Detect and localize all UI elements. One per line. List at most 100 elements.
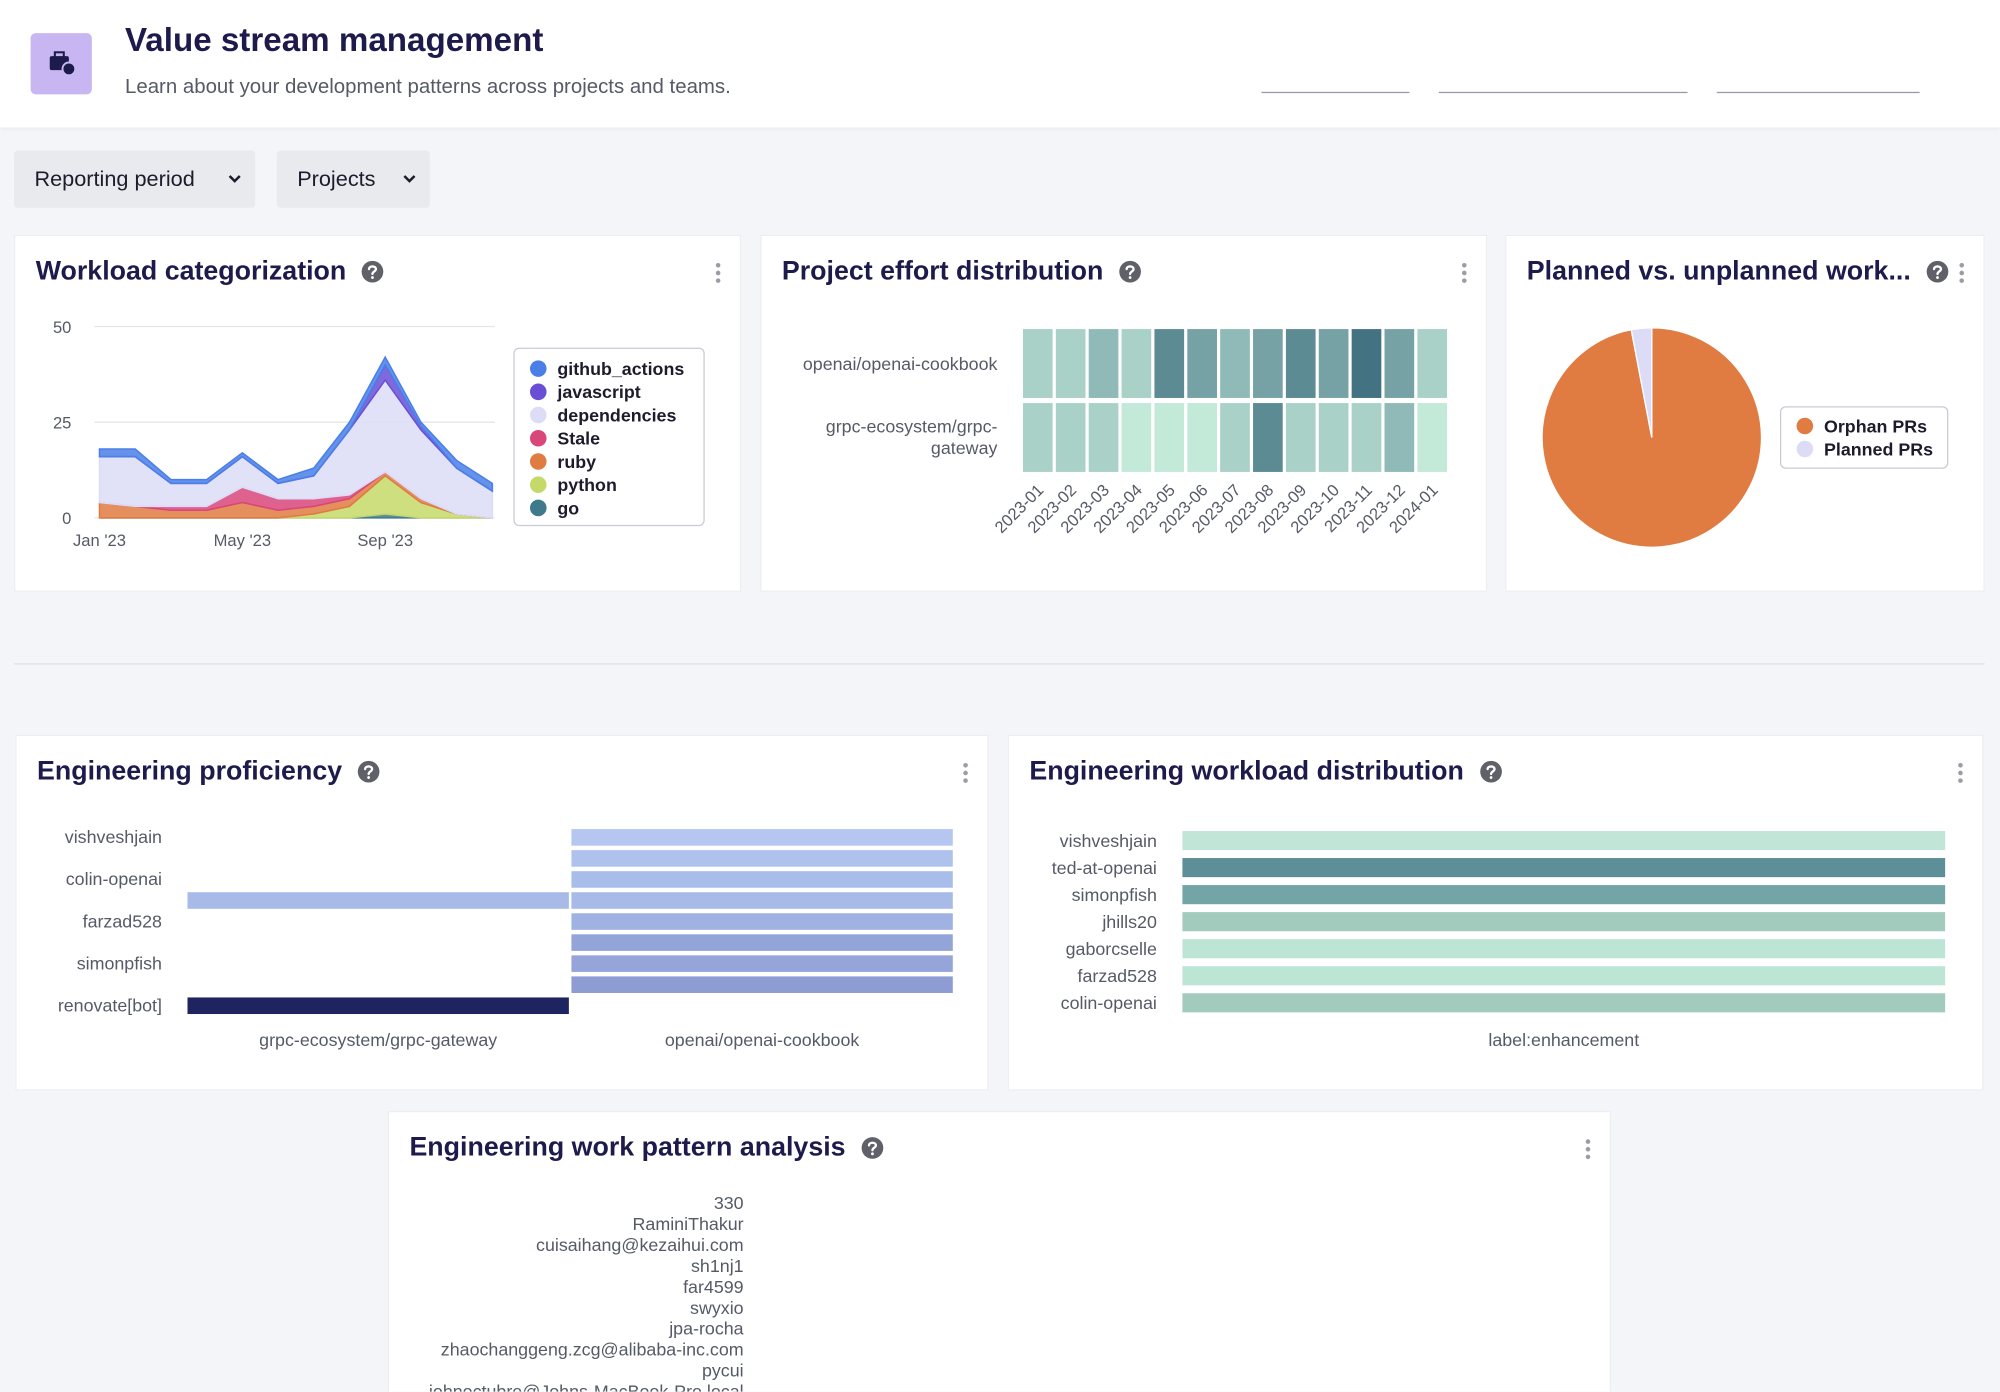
x-axis-label: label:enhancement xyxy=(1488,1030,1639,1050)
help-icon[interactable] xyxy=(861,1136,884,1159)
legend-swatch xyxy=(529,453,547,470)
bar xyxy=(571,850,953,867)
heat-cell xyxy=(1088,403,1119,472)
area xyxy=(98,355,494,493)
help-icon[interactable] xyxy=(1479,760,1502,783)
panel-header: Engineering workload distribution xyxy=(1029,756,1502,787)
bar xyxy=(1182,966,1946,986)
help-icon[interactable] xyxy=(357,760,380,783)
kebab-menu[interactable] xyxy=(960,761,970,784)
y-tick-label: 50 xyxy=(53,318,71,337)
legend-label: go xyxy=(557,498,579,518)
kebab-dot xyxy=(1461,270,1467,276)
kebab-menu[interactable] xyxy=(1955,761,1965,784)
heat-cell xyxy=(1253,403,1283,472)
bar xyxy=(571,913,953,930)
help-glyph xyxy=(364,765,374,776)
kebab-dot xyxy=(1585,1139,1591,1144)
filter-dropdown[interactable]: Reporting period xyxy=(14,150,256,208)
list-label: pycui xyxy=(702,1361,744,1381)
help-dot xyxy=(371,276,375,279)
panel: 2023-01 2023-02 2023-03 2023-04 2023-05 2023-… xyxy=(760,234,1488,592)
panel-title: Engineering proficiency xyxy=(36,756,343,786)
filter-dropdown[interactable]: Projects xyxy=(276,150,430,208)
heat-cell xyxy=(1055,329,1086,398)
heat-cell xyxy=(1187,329,1217,398)
kebab-dot xyxy=(715,278,721,283)
y-tick-label: colin-openai xyxy=(66,869,162,889)
legend-box xyxy=(1779,406,1949,469)
y-tick-label: farzad528 xyxy=(1078,966,1157,986)
heat-cell xyxy=(1384,403,1415,472)
legend-label: python xyxy=(557,475,616,495)
heat-cell xyxy=(1220,403,1250,472)
heat-cell xyxy=(1121,403,1152,472)
legend-box xyxy=(513,347,705,527)
help-glyph xyxy=(1932,265,1943,276)
tab-underline[interactable] xyxy=(1438,91,1688,94)
y-tick-label: 25 xyxy=(53,414,71,433)
chart: 0 25 50 Jan '23 May '23 Sep '23 github_actions… xyxy=(53,318,705,550)
kebab-dot xyxy=(1461,263,1467,268)
list-label: 330 xyxy=(714,1193,744,1213)
panel-header: Planned vs. unplanned work... xyxy=(1527,256,1949,287)
y-tick-label: renovate[bot] xyxy=(58,995,162,1015)
legend-label: Stale xyxy=(557,429,600,449)
y-tick-label: colin-openai xyxy=(1061,993,1157,1013)
bar xyxy=(571,892,953,909)
kebab-menu[interactable] xyxy=(713,261,723,284)
legend-swatch xyxy=(529,383,547,401)
chart: 330RaminiThakurcuisaihang@kezaihui.comsh… xyxy=(428,1193,744,1391)
list-label: zhaochanggeng.zcg@alibaba-inc.com xyxy=(441,1340,744,1360)
tab-underline[interactable] xyxy=(1261,91,1410,94)
legend-label: ruby xyxy=(557,452,596,472)
bar xyxy=(571,871,953,888)
bar xyxy=(1182,939,1946,959)
heat-cell xyxy=(1351,403,1382,472)
heat-cell xyxy=(1220,329,1250,398)
kebab-dot xyxy=(1958,763,1963,768)
help-dot xyxy=(1936,276,1939,279)
row-label: grpc-ecosystem/grpc-gateway xyxy=(825,415,998,458)
kebab-menu[interactable] xyxy=(1459,261,1469,284)
heat-cell xyxy=(1088,329,1119,398)
legend-swatch xyxy=(529,429,547,447)
panel-title: Engineering work pattern analysis xyxy=(409,1132,846,1162)
heat-cell xyxy=(1154,403,1185,472)
tab-underline[interactable] xyxy=(1716,91,1920,94)
bar xyxy=(571,934,953,951)
x-tick-label: May '23 xyxy=(214,531,272,550)
panel: vishveshjain colin-openai farzad528 simonpf… xyxy=(15,734,989,1091)
legend-swatch xyxy=(529,360,547,377)
kebab-dot xyxy=(1585,1154,1591,1160)
help-glyph xyxy=(1125,265,1135,276)
filter-label: Projects xyxy=(297,166,376,191)
y-tick-label: ted-at-openai xyxy=(1052,858,1157,878)
heat-cell xyxy=(1187,403,1217,472)
row-label: openai/openai-cookbook xyxy=(802,353,998,374)
kebab-menu[interactable] xyxy=(1957,261,1967,284)
help-icon[interactable] xyxy=(362,260,385,283)
kebab-menu[interactable] xyxy=(1583,1138,1593,1161)
list-label: far4599 xyxy=(683,1277,744,1297)
help-icon[interactable] xyxy=(1926,260,1949,283)
kebab-dot xyxy=(1959,270,1965,276)
page-subtitle: Learn about your development patterns ac… xyxy=(124,76,731,99)
area xyxy=(98,378,494,519)
bar xyxy=(1182,858,1946,878)
panel: Orphan PRs Planned PRs Planned vs. unplann… xyxy=(1505,234,1985,592)
legend-swatch xyxy=(529,406,547,424)
heat-cell xyxy=(1055,403,1086,472)
pie-slice xyxy=(1630,327,1653,438)
help-dot xyxy=(367,776,371,779)
x-tick-label: Sep '23 xyxy=(357,531,413,550)
bar xyxy=(571,955,953,972)
kebab-dot xyxy=(715,263,721,268)
heat-cell xyxy=(1417,403,1448,472)
y-tick-label: simonpfish xyxy=(77,953,162,973)
legend-label: dependencies xyxy=(557,405,676,425)
help-icon[interactable] xyxy=(1119,260,1142,283)
help-dot xyxy=(870,1152,874,1156)
